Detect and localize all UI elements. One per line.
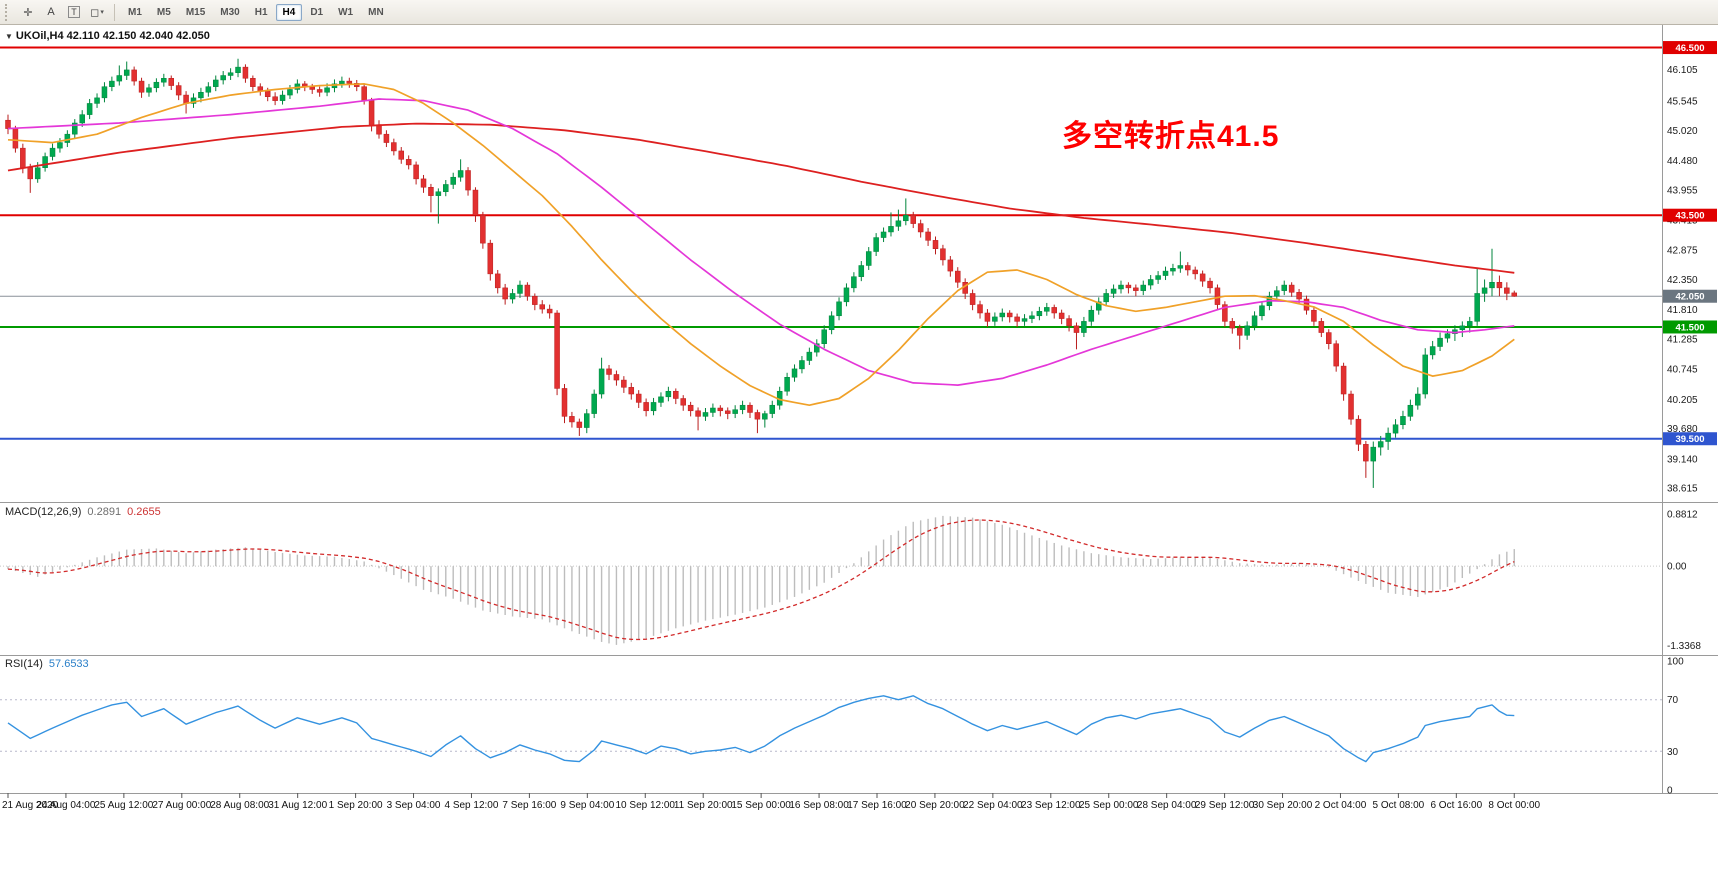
- svg-text:11 Sep 20:00: 11 Sep 20:00: [674, 800, 733, 811]
- shapes-tool-button[interactable]: ◻ ▾: [86, 2, 108, 23]
- macd-axis[interactable]: 0.8812 0.00 -1.3368: [1667, 510, 1701, 652]
- svg-text:6 Oct 16:00: 6 Oct 16:00: [1430, 800, 1482, 811]
- svg-text:7 Sep 16:00: 7 Sep 16:00: [502, 800, 556, 811]
- svg-text:42.050: 42.050: [1675, 292, 1704, 303]
- svg-text:28 Aug 08:00: 28 Aug 08:00: [210, 800, 269, 811]
- svg-text:10 Sep 12:00: 10 Sep 12:00: [616, 800, 676, 811]
- macd-signal-line: [7, 519, 1515, 641]
- svg-text:0.00: 0.00: [1667, 562, 1687, 573]
- rsi-line: [7, 695, 1515, 763]
- chart-window: 46.10545.54545.02044.48043.95543.41542.8…: [0, 25, 1718, 895]
- svg-text:45.020: 45.020: [1667, 126, 1698, 137]
- svg-text:5 Oct 08:00: 5 Oct 08:00: [1373, 800, 1425, 811]
- svg-text:15 Sep 00:00: 15 Sep 00:00: [731, 800, 791, 811]
- timeframe-toolbar: M1 M5 M15 M30 H1 H4 D1 W1 MN: [121, 3, 391, 21]
- fast-ma-line: [7, 83, 1515, 407]
- drawing-tools: ✛ A T ◻ ▾: [17, 2, 108, 23]
- svg-text:30: 30: [1667, 747, 1679, 758]
- macd-histogram: [7, 515, 1515, 645]
- svg-text:100: 100: [1667, 657, 1684, 668]
- svg-text:43.500: 43.500: [1675, 211, 1704, 222]
- price-hlines: [0, 46, 1662, 440]
- svg-text:17 Sep 16:00: 17 Sep 16:00: [847, 800, 907, 811]
- svg-text:39.140: 39.140: [1667, 454, 1698, 465]
- timeframe-button-mn[interactable]: MN: [368, 6, 384, 18]
- svg-text:46.105: 46.105: [1667, 65, 1698, 76]
- timeframe-button-h1[interactable]: H1: [254, 6, 268, 18]
- svg-text:44.480: 44.480: [1667, 156, 1698, 167]
- svg-text:39.680: 39.680: [1667, 424, 1698, 435]
- text-box-tool-button[interactable]: T: [63, 2, 85, 23]
- svg-text:40.745: 40.745: [1667, 365, 1698, 376]
- svg-text:40.205: 40.205: [1667, 395, 1698, 406]
- svg-text:4 Sep 12:00: 4 Sep 12:00: [444, 800, 498, 811]
- svg-text:25 Aug 12:00: 25 Aug 12:00: [94, 800, 153, 811]
- text-label-tool-icon: A: [47, 6, 55, 18]
- svg-text:41.500: 41.500: [1675, 322, 1704, 333]
- svg-text:24 Aug 04:00: 24 Aug 04:00: [36, 800, 95, 811]
- svg-text:1 Sep 20:00: 1 Sep 20:00: [329, 800, 383, 811]
- timeframe-button-h4[interactable]: H4: [275, 3, 303, 21]
- panel-separators[interactable]: [0, 25, 1718, 794]
- svg-text:16 Sep 08:00: 16 Sep 08:00: [789, 800, 849, 811]
- crosshair-tool-button[interactable]: ✛: [17, 2, 39, 23]
- toolbar-separator: [114, 3, 115, 21]
- crosshair-tool-icon: ✛: [23, 6, 33, 19]
- svg-text:30 Sep 20:00: 30 Sep 20:00: [1253, 800, 1313, 811]
- svg-text:20 Sep 20:00: 20 Sep 20:00: [905, 800, 965, 811]
- rsi-axis[interactable]: 100 70 30 0: [1667, 657, 1684, 797]
- svg-text:31 Aug 12:00: 31 Aug 12:00: [268, 800, 327, 811]
- toolbar: ✛ A T ◻ ▾ M1 M5 M15 M30 H1 H4 D1 W1 MN: [0, 0, 1718, 25]
- shapes-tool-icon: ◻: [90, 6, 100, 19]
- svg-text:23 Sep 12:00: 23 Sep 12:00: [1021, 800, 1081, 811]
- svg-text:2 Oct 04:00: 2 Oct 04:00: [1315, 800, 1367, 811]
- svg-text:3 Sep 04:00: 3 Sep 04:00: [387, 800, 441, 811]
- svg-text:8 Oct 00:00: 8 Oct 00:00: [1488, 800, 1540, 811]
- rsi-level-lines: [0, 699, 1662, 752]
- text-label-tool-button[interactable]: A: [40, 2, 62, 23]
- svg-text:21 Aug 2020: 21 Aug 2020: [2, 800, 59, 811]
- svg-text:22 Sep 04:00: 22 Sep 04:00: [963, 800, 1023, 811]
- text-box-tool-icon: T: [68, 6, 80, 18]
- svg-text:41.285: 41.285: [1667, 334, 1698, 345]
- timeframe-button-w1[interactable]: W1: [338, 6, 354, 18]
- svg-text:25 Sep 00:00: 25 Sep 00:00: [1079, 800, 1139, 811]
- timeframe-button-m1[interactable]: M1: [128, 6, 142, 18]
- svg-text:-1.3368: -1.3368: [1667, 641, 1701, 652]
- svg-text:29 Sep 12:00: 29 Sep 12:00: [1195, 800, 1255, 811]
- dropdown-caret-icon: ▾: [100, 9, 104, 16]
- timeframe-button-d1[interactable]: D1: [310, 6, 324, 18]
- symbol-dropdown-icon[interactable]: ▼: [5, 32, 13, 41]
- timeframe-button-m5[interactable]: M5: [156, 6, 171, 18]
- svg-text:70: 70: [1667, 695, 1679, 706]
- slow-ma-line: [7, 122, 1515, 274]
- timeframe-button-m15[interactable]: M15: [185, 6, 206, 18]
- price-tags: 46.500 43.500 41.500 39.500 42.050: [1663, 41, 1717, 446]
- svg-text:43.955: 43.955: [1667, 185, 1698, 196]
- svg-text:27 Aug 00:00: 27 Aug 00:00: [152, 800, 211, 811]
- candlestick-series: [5, 58, 1518, 488]
- svg-text:41.810: 41.810: [1667, 305, 1698, 316]
- medium-ma-line: [7, 98, 1515, 386]
- svg-text:0: 0: [1667, 786, 1673, 797]
- toolbar-grip[interactable]: [5, 3, 12, 21]
- svg-text:28 Sep 04:00: 28 Sep 04:00: [1137, 800, 1197, 811]
- timeframe-button-m30[interactable]: M30: [220, 6, 240, 18]
- svg-text:42.350: 42.350: [1667, 275, 1698, 286]
- svg-text:0.8812: 0.8812: [1667, 510, 1698, 521]
- svg-text:46.500: 46.500: [1675, 43, 1704, 54]
- chart-canvas[interactable]: 46.10545.54545.02044.48043.95543.41542.8…: [0, 25, 1718, 895]
- svg-text:39.500: 39.500: [1675, 434, 1704, 445]
- svg-text:38.615: 38.615: [1667, 484, 1698, 495]
- svg-text:42.875: 42.875: [1667, 246, 1698, 257]
- price-axis[interactable]: 46.10545.54545.02044.48043.95543.41542.8…: [1667, 65, 1698, 495]
- svg-text:9 Sep 04:00: 9 Sep 04:00: [560, 800, 614, 811]
- svg-text:45.545: 45.545: [1667, 96, 1698, 107]
